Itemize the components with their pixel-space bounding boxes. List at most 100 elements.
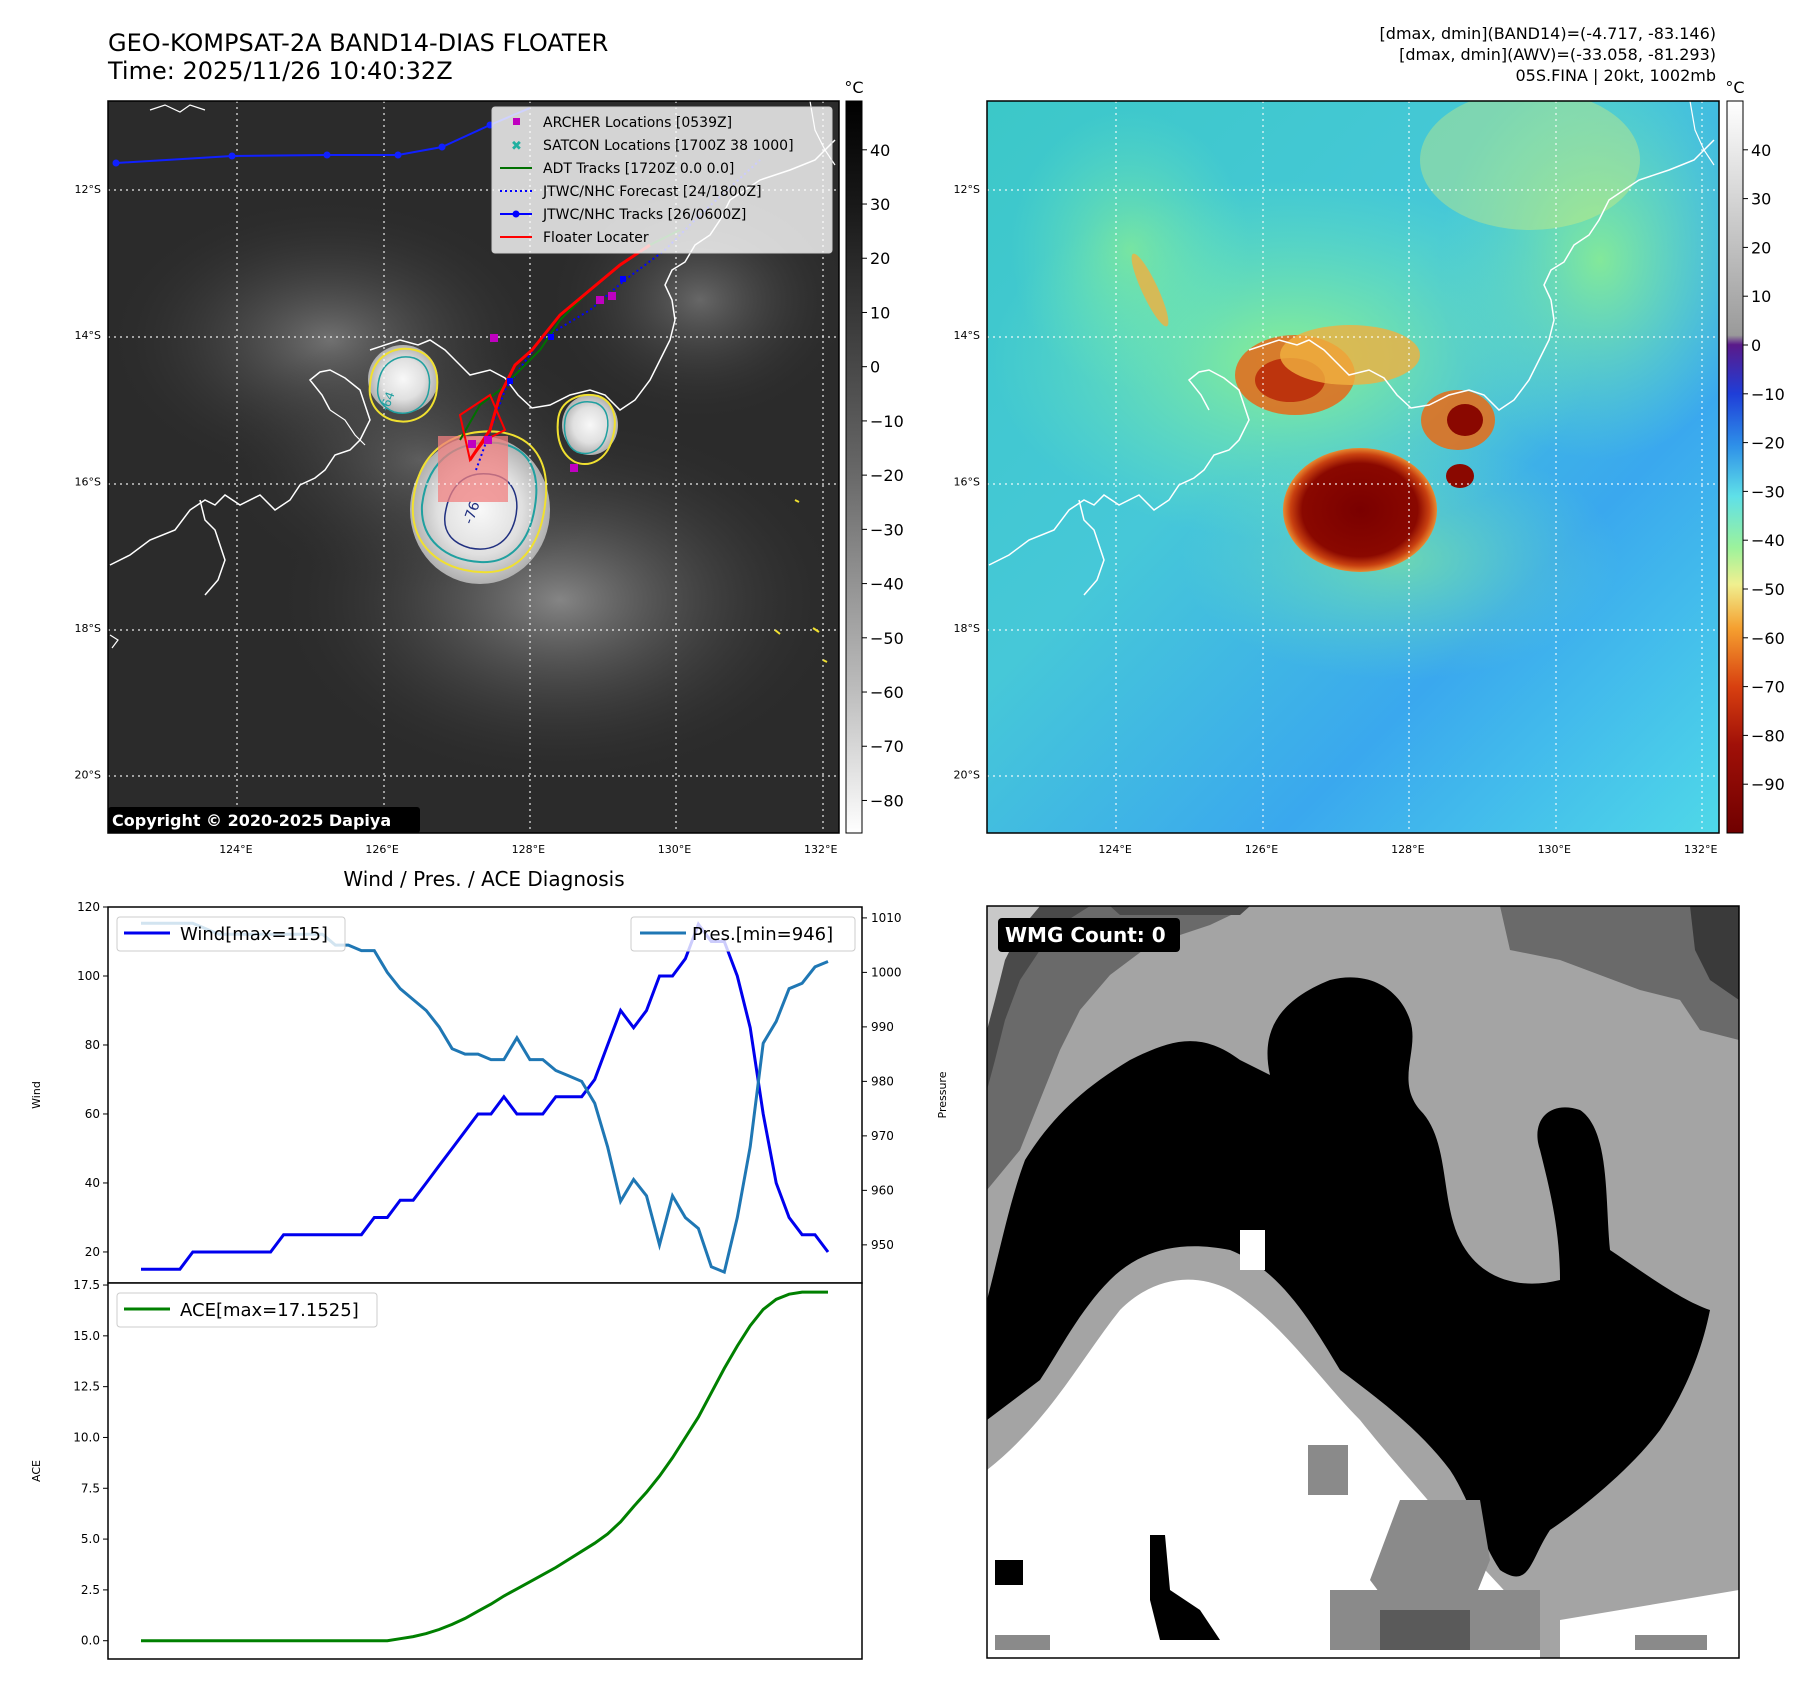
diagnosis-title: Wind / Pres. / ACE Diagnosis bbox=[343, 867, 624, 891]
awv-lon-labels: 124°E 126°E 128°E 130°E 132°E bbox=[1098, 843, 1717, 856]
colorbar-tick-label: 40 bbox=[1751, 141, 1771, 160]
lon-label: 130°E bbox=[658, 843, 691, 856]
lon-label: 126°E bbox=[1245, 843, 1278, 856]
lat-label: 12°S bbox=[75, 183, 101, 196]
ace-legend-label: ACE[max=17.1525] bbox=[180, 1300, 359, 1321]
lon-label: 128°E bbox=[1391, 843, 1424, 856]
y-tick-label: 960 bbox=[871, 1183, 894, 1197]
colorbar-tick-label: −30 bbox=[1751, 482, 1785, 501]
ir-colorbar: °C 40 30 20 10 0 −10 −20 −30 −40 −50 −60 −70 −80 bbox=[844, 78, 904, 834]
colorbar-tick-label: −60 bbox=[870, 683, 904, 702]
y-tick-label: 12.5 bbox=[73, 1380, 100, 1394]
y-tick-label: 1000 bbox=[871, 965, 902, 979]
colorbar-tick-label: 30 bbox=[1751, 190, 1771, 209]
ace-chart: ACE 0.0 2.5 5.0 7.5 10.0 12.5 15.0 17.5 ACE[max… bbox=[30, 1278, 863, 1660]
y-tick-label: 950 bbox=[871, 1238, 894, 1252]
wind-y-ticks: 20 40 60 80 100 120 bbox=[77, 900, 108, 1259]
figure-time: Time: 2025/11/26 10:40:32Z bbox=[107, 57, 453, 85]
y-tick-label: 120 bbox=[77, 900, 100, 914]
lon-label: 130°E bbox=[1538, 843, 1571, 856]
y-tick-label: 40 bbox=[85, 1176, 100, 1190]
lon-label: 124°E bbox=[219, 843, 252, 856]
lat-label: 20°S bbox=[75, 768, 101, 781]
wmg-count-label: WMG Count: 0 bbox=[1005, 923, 1166, 947]
y-tick-label: 990 bbox=[871, 1020, 894, 1034]
contour-label-76: -76 bbox=[461, 499, 484, 526]
awv-colorbar-ticks: 40 30 20 10 0 −10 −20 −30 −40 −50 −60 −70 −80 −90 bbox=[1743, 141, 1785, 794]
lat-label: 20°S bbox=[954, 768, 980, 781]
awv-lat-labels: 12°S 14°S 16°S 18°S 20°S bbox=[954, 183, 980, 782]
colorbar-tick-label: −10 bbox=[870, 412, 904, 431]
y-tick-label: 100 bbox=[77, 969, 100, 983]
map-legend: ARCHER Locations [0539Z] ✖ SATCON Locati… bbox=[491, 106, 833, 254]
wind-pressure-chart: Wind / Pres. / ACE Diagnosis Wind Pressu… bbox=[30, 867, 949, 1284]
awv-map-panel: 12°S 14°S 16°S 18°S 20°S 124°E 126°E 128°E 130°… bbox=[954, 100, 1720, 856]
y-tick-label: 60 bbox=[85, 1107, 100, 1121]
lat-label: 16°S bbox=[954, 476, 980, 489]
colorbar-tick-label: 10 bbox=[1751, 287, 1771, 306]
wmg-panel: WMG Count: 0 bbox=[986, 905, 1740, 1659]
y-tick-label: 1010 bbox=[871, 911, 902, 925]
y-tick-label: 980 bbox=[871, 1074, 894, 1088]
lat-label: 16°S bbox=[75, 476, 101, 489]
stats-storm: 05S.FINA | 20kt, 1002mb bbox=[1515, 66, 1716, 85]
colorbar-tick-label: 10 bbox=[870, 303, 890, 322]
colorbar-tick-label: −40 bbox=[870, 575, 904, 594]
ir-map-panel: -76 -64 bbox=[75, 100, 840, 856]
ace-y-ticks: 0.0 2.5 5.0 7.5 10.0 12.5 15.0 17.5 bbox=[73, 1278, 108, 1648]
y-tick-label: 2.5 bbox=[81, 1583, 100, 1597]
stats-band14: [dmax, dmin](BAND14)=(-4.717, -83.146) bbox=[1380, 24, 1716, 43]
colorbar-tick-label: −80 bbox=[870, 791, 904, 810]
legend-satcon-swatch: ✖ bbox=[511, 139, 522, 154]
awv-colorbar: °C 40 30 20 10 0 −10 −20 −30 −40 −50 −60 −70 −80 −90 bbox=[1725, 78, 1785, 834]
lat-label: 18°S bbox=[954, 622, 980, 635]
wind-legend: Wind[max=115] bbox=[116, 916, 346, 952]
legend-tracks-label: JTWC/NHC Tracks [26/0600Z] bbox=[542, 207, 746, 223]
lat-label: 18°S bbox=[75, 622, 101, 635]
legend-satcon-label: SATCON Locations [1700Z 38 1000] bbox=[543, 138, 794, 154]
ir-colorbar-ticks: 40 30 20 10 0 −10 −20 −30 −40 −50 −60 −70 −80 bbox=[862, 141, 904, 810]
legend-archer-swatch bbox=[513, 118, 520, 125]
y-tick-label: 80 bbox=[85, 1038, 100, 1052]
colorbar-tick-label: 30 bbox=[870, 195, 890, 214]
colorbar-tick-label: 0 bbox=[1751, 336, 1761, 355]
y-tick-label: 0.0 bbox=[81, 1634, 100, 1648]
colorbar-tick-label: 20 bbox=[1751, 238, 1771, 257]
pressure-axis-label: Pressure bbox=[936, 1071, 949, 1118]
colorbar-tick-label: −80 bbox=[1751, 726, 1785, 745]
colorbar-tick-label: 40 bbox=[870, 141, 890, 160]
y-tick-label: 10.0 bbox=[73, 1430, 100, 1444]
legend-floater-label: Floater Locater bbox=[543, 230, 649, 246]
colorbar-tick-label: 20 bbox=[870, 249, 890, 268]
colorbar-tick-label: −60 bbox=[1751, 629, 1785, 648]
legend-adt-label: ADT Tracks [1720Z 0.0 0.0] bbox=[543, 161, 734, 177]
y-tick-label: 15.0 bbox=[73, 1329, 100, 1343]
pressure-legend: Pres.[min=946] bbox=[630, 916, 856, 952]
y-tick-label: 5.0 bbox=[81, 1532, 100, 1546]
ir-colorbar-unit: °C bbox=[844, 78, 863, 97]
lon-label: 126°E bbox=[365, 843, 398, 856]
y-tick-label: 20 bbox=[85, 1245, 100, 1259]
lat-label: 14°S bbox=[75, 329, 101, 342]
y-tick-label: 970 bbox=[871, 1129, 894, 1143]
colorbar-tick-label: −20 bbox=[870, 466, 904, 485]
colorbar-tick-label: −90 bbox=[1751, 775, 1785, 794]
colorbar-tick-label: 0 bbox=[870, 358, 880, 377]
y-tick-label: 7.5 bbox=[81, 1481, 100, 1495]
pressure-legend-label: Pres.[min=946] bbox=[692, 924, 833, 945]
awv-imagery bbox=[987, 101, 1719, 833]
wmg-count-box bbox=[998, 918, 1180, 952]
figure-title: GEO-KOMPSAT-2A BAND14-DIAS FLOATER bbox=[108, 29, 608, 57]
ace-series-line bbox=[141, 1290, 828, 1643]
colorbar-tick-label: −20 bbox=[1751, 434, 1785, 453]
colorbar-tick-label: −70 bbox=[870, 737, 904, 756]
lon-label: 124°E bbox=[1098, 843, 1131, 856]
legend-forecast-label: JTWC/NHC Forecast [24/1800Z] bbox=[542, 184, 762, 200]
awv-colorbar-unit: °C bbox=[1725, 78, 1744, 97]
copyright-box bbox=[108, 807, 420, 833]
colorbar-tick-label: −10 bbox=[1751, 385, 1785, 404]
ir-lat-labels: 12°S 14°S 16°S 18°S 20°S bbox=[75, 183, 101, 782]
lon-label: 132°E bbox=[1684, 843, 1717, 856]
colorbar-tick-label: −50 bbox=[870, 629, 904, 648]
